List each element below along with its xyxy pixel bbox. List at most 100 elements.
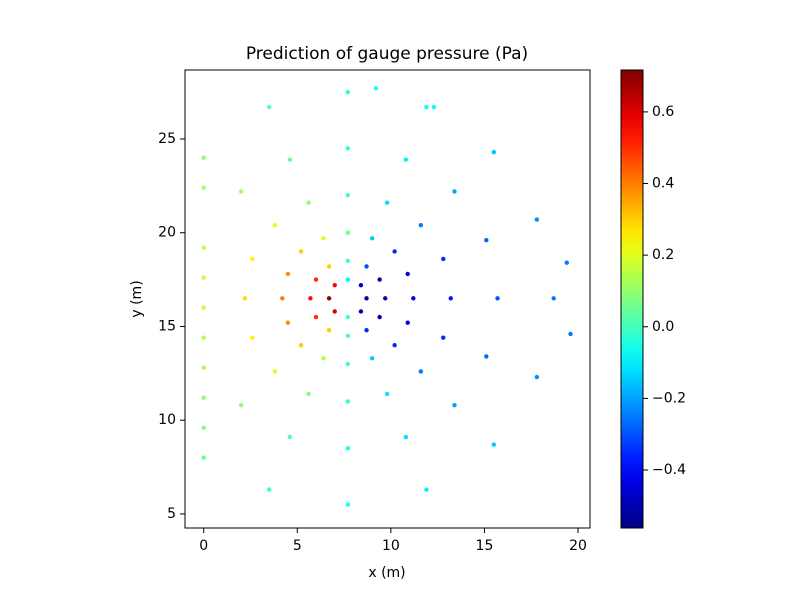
colorbar-tick-label: −0.2	[652, 390, 686, 406]
scatter-point	[345, 333, 351, 339]
scatter-point	[332, 283, 337, 288]
x-tick-label: 0	[199, 538, 208, 554]
chart-title: Prediction of gauge pressure (Pa)	[246, 44, 528, 64]
scatter-point	[345, 446, 351, 451]
scatter-point	[345, 258, 351, 264]
scatter-point	[326, 264, 332, 269]
scatter-point	[250, 335, 255, 340]
scatter-point	[201, 275, 206, 280]
scatter-point	[384, 200, 390, 205]
scatter-point	[345, 314, 351, 320]
y-tick-label: 25	[158, 131, 176, 147]
scatter-point	[345, 193, 351, 198]
scatter-point	[267, 104, 272, 110]
colorbar-tick-label: −0.4	[652, 462, 686, 478]
scatter-point	[551, 296, 556, 301]
scatter-point	[441, 256, 446, 262]
x-axis-label: x (m)	[368, 565, 405, 581]
scatter-point	[201, 365, 206, 370]
scatter-point	[491, 149, 497, 155]
scatter-point	[267, 487, 272, 492]
scatter-point	[405, 320, 410, 325]
scatter-point	[377, 314, 382, 320]
scatter-point	[441, 335, 446, 340]
scatter-point	[392, 343, 397, 348]
scatter-point	[424, 104, 429, 110]
y-tick-label: 5	[167, 506, 176, 522]
colorbar-tick-label: 0.0	[652, 319, 674, 335]
scatter-point	[201, 245, 206, 250]
scatter-point	[285, 271, 291, 277]
scatter-point	[418, 223, 424, 228]
scatter-point	[345, 230, 351, 235]
scatter-point	[287, 434, 293, 440]
scatter-point	[431, 104, 437, 110]
scatter-point	[369, 236, 375, 241]
scatter-point	[534, 374, 540, 380]
colorbar-tick-label: 0.4	[652, 176, 674, 192]
scatter-point	[495, 296, 500, 301]
scatter-point	[345, 361, 351, 367]
scatter-point	[298, 249, 304, 254]
scatter-point	[418, 369, 424, 374]
scatter-point	[373, 86, 379, 91]
scatter-point	[326, 296, 332, 301]
scatter-point	[384, 391, 390, 397]
scatter-point	[452, 189, 457, 194]
scatter-point	[345, 277, 351, 282]
scatter-point	[358, 283, 364, 288]
scatter-point	[201, 335, 206, 340]
scatter-point	[242, 296, 248, 301]
scatter-point	[403, 157, 409, 162]
y-tick-label: 15	[158, 318, 176, 334]
scatter-point	[424, 487, 429, 492]
scatter-point	[452, 403, 457, 408]
scatter-point	[345, 146, 351, 151]
scatter-point	[568, 331, 573, 337]
scatter-point	[298, 343, 304, 348]
scatter-point	[364, 328, 369, 333]
scatter-point	[448, 296, 453, 301]
scatter-point	[564, 260, 569, 265]
x-tick-label: 10	[382, 538, 400, 554]
scatter-point	[201, 425, 206, 430]
y-tick-label: 10	[158, 412, 176, 428]
scatter-point	[321, 236, 326, 241]
scatter-point	[272, 223, 278, 228]
y-tick-label: 20	[158, 225, 176, 241]
scatter-point	[392, 249, 397, 254]
scatter-point	[238, 189, 244, 194]
scatter-point	[306, 391, 311, 397]
scatter-point	[321, 356, 326, 361]
scatter-point	[238, 403, 244, 408]
scatter-point	[405, 271, 410, 277]
scatter-point	[364, 264, 369, 269]
scatter-point	[285, 320, 291, 325]
scatter-point	[308, 296, 313, 301]
colorbar-tick-label: 0.2	[652, 247, 674, 263]
scatter-point	[287, 157, 293, 162]
scatter-point	[345, 89, 351, 95]
x-tick-label: 15	[476, 538, 494, 554]
scatter-point	[491, 442, 497, 447]
scatter-point	[484, 354, 489, 359]
scatter-point	[201, 395, 206, 400]
scatter-point	[403, 434, 409, 440]
scatter-point	[326, 328, 332, 333]
plot-frame	[184, 69, 591, 529]
scatter-point	[345, 399, 351, 404]
scatter-point	[358, 309, 364, 314]
scatter-point	[313, 314, 319, 320]
scatter-point	[201, 455, 206, 460]
scatter-point	[534, 217, 540, 222]
scatter-point	[377, 277, 382, 282]
scatter-point	[201, 155, 206, 160]
scatter-point	[345, 502, 351, 507]
scatter-point	[313, 277, 319, 282]
x-tick-label: 5	[293, 538, 302, 554]
scatter-point	[332, 309, 337, 314]
scatter-point	[484, 238, 489, 243]
colorbar-tick-label: 0.6	[652, 104, 674, 120]
scatter-point	[201, 185, 206, 190]
